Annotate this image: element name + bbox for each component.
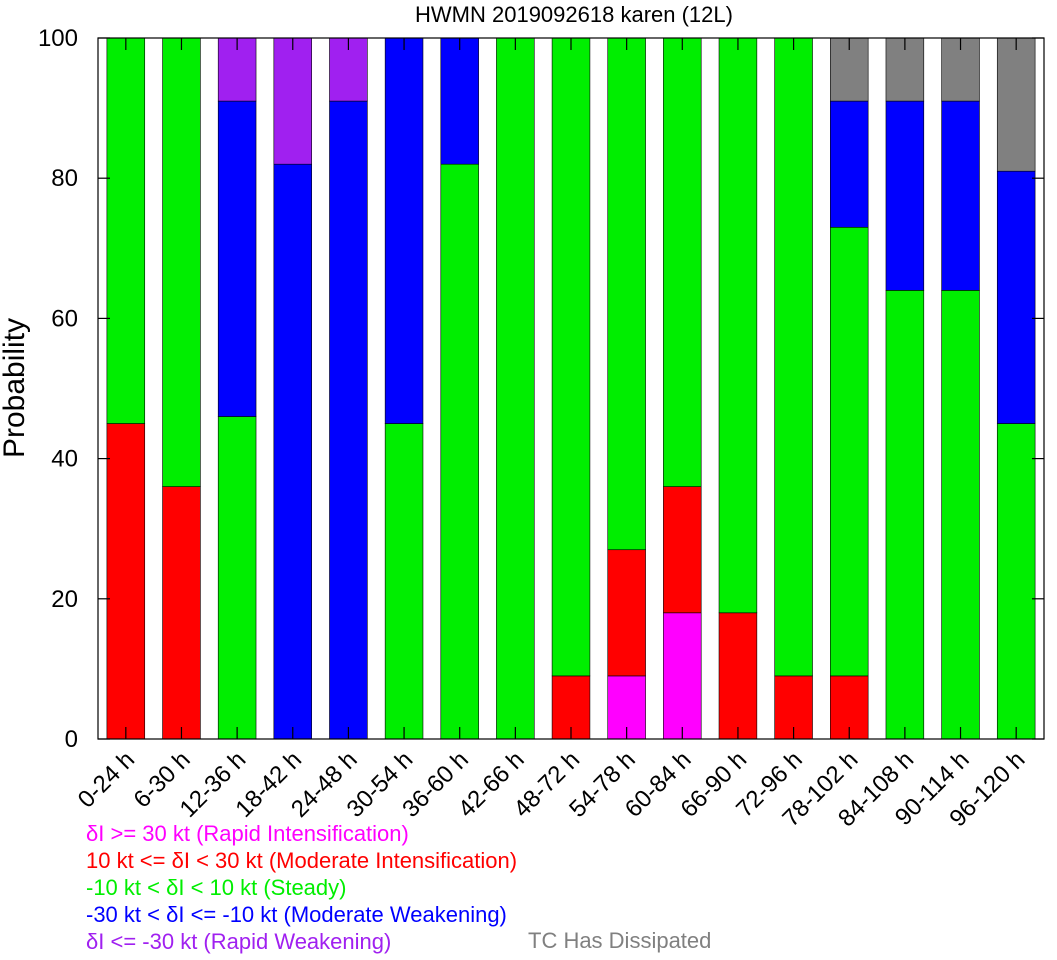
legend-item-rapid-weakening: δI <= -30 kt (Rapid Weakening) [86,929,392,954]
bar-st-12 [774,37,813,677]
bar-rw-3 [273,37,312,165]
bar-ri-10 [663,612,702,740]
legend-item-tc-dissipated: TC Has Dissipated [528,928,712,953]
bar-mw-16 [996,170,1036,424]
y-axis-label: Probability [0,318,31,458]
bar-st-15 [941,290,980,740]
bars-layer [106,37,1036,740]
y-tick-label-2: 40 [51,446,78,473]
bar-st-13 [830,226,869,677]
bar-mw-15 [941,100,980,291]
legend: δI >= 30 kt (Rapid Intensification) 10 k… [86,820,517,955]
x-tick-label-0: 0-24 h [73,746,140,813]
chart-title: HWMN 2019092618 karen (12L) [415,2,733,27]
bar-td-15 [941,37,980,102]
bar-mi-10 [663,486,702,614]
legend-item-steady: -10 kt < δI < 10 kt (Steady) [86,875,347,900]
bar-mi-11 [718,612,758,740]
bar-mw-5 [384,37,424,424]
y-tick-label-1: 20 [51,586,78,613]
bar-mw-6 [440,37,479,165]
bar-st-1 [162,37,201,487]
bar-st-5 [384,423,424,740]
bar-mw-14 [885,100,925,291]
bar-st-2 [217,416,257,740]
bar-st-6 [440,163,479,740]
bar-mw-3 [273,163,312,740]
y-tick-label-4: 80 [51,165,78,192]
bar-td-16 [996,37,1036,172]
bar-mi-1 [162,486,201,740]
bar-mi-0 [106,423,146,740]
legend-item-moderate-weakening: -30 kt < δI <= -10 kt (Moderate Weakenin… [86,902,507,927]
bar-mw-2 [217,100,257,417]
legend-item-moderate-intensification: 10 kt <= δI < 30 kt (Moderate Intensific… [86,848,518,873]
y-tick-label-5: 100 [38,25,78,52]
bar-st-11 [718,37,758,614]
bar-mi-9 [607,549,646,677]
bar-mw-4 [329,100,368,740]
bar-st-7 [496,37,535,740]
bar-mw-13 [830,100,869,228]
bar-st-16 [996,423,1036,740]
bar-st-14 [885,290,925,740]
legend-item-rapid-intensification: δI >= 30 kt (Rapid Intensification) [86,821,409,846]
bar-st-9 [607,37,646,551]
bar-st-0 [106,37,146,424]
bar-st-10 [663,37,702,487]
y-tick-label-3: 60 [51,305,78,332]
y-tick-label-0: 0 [65,726,78,753]
bar-st-8 [551,37,591,677]
